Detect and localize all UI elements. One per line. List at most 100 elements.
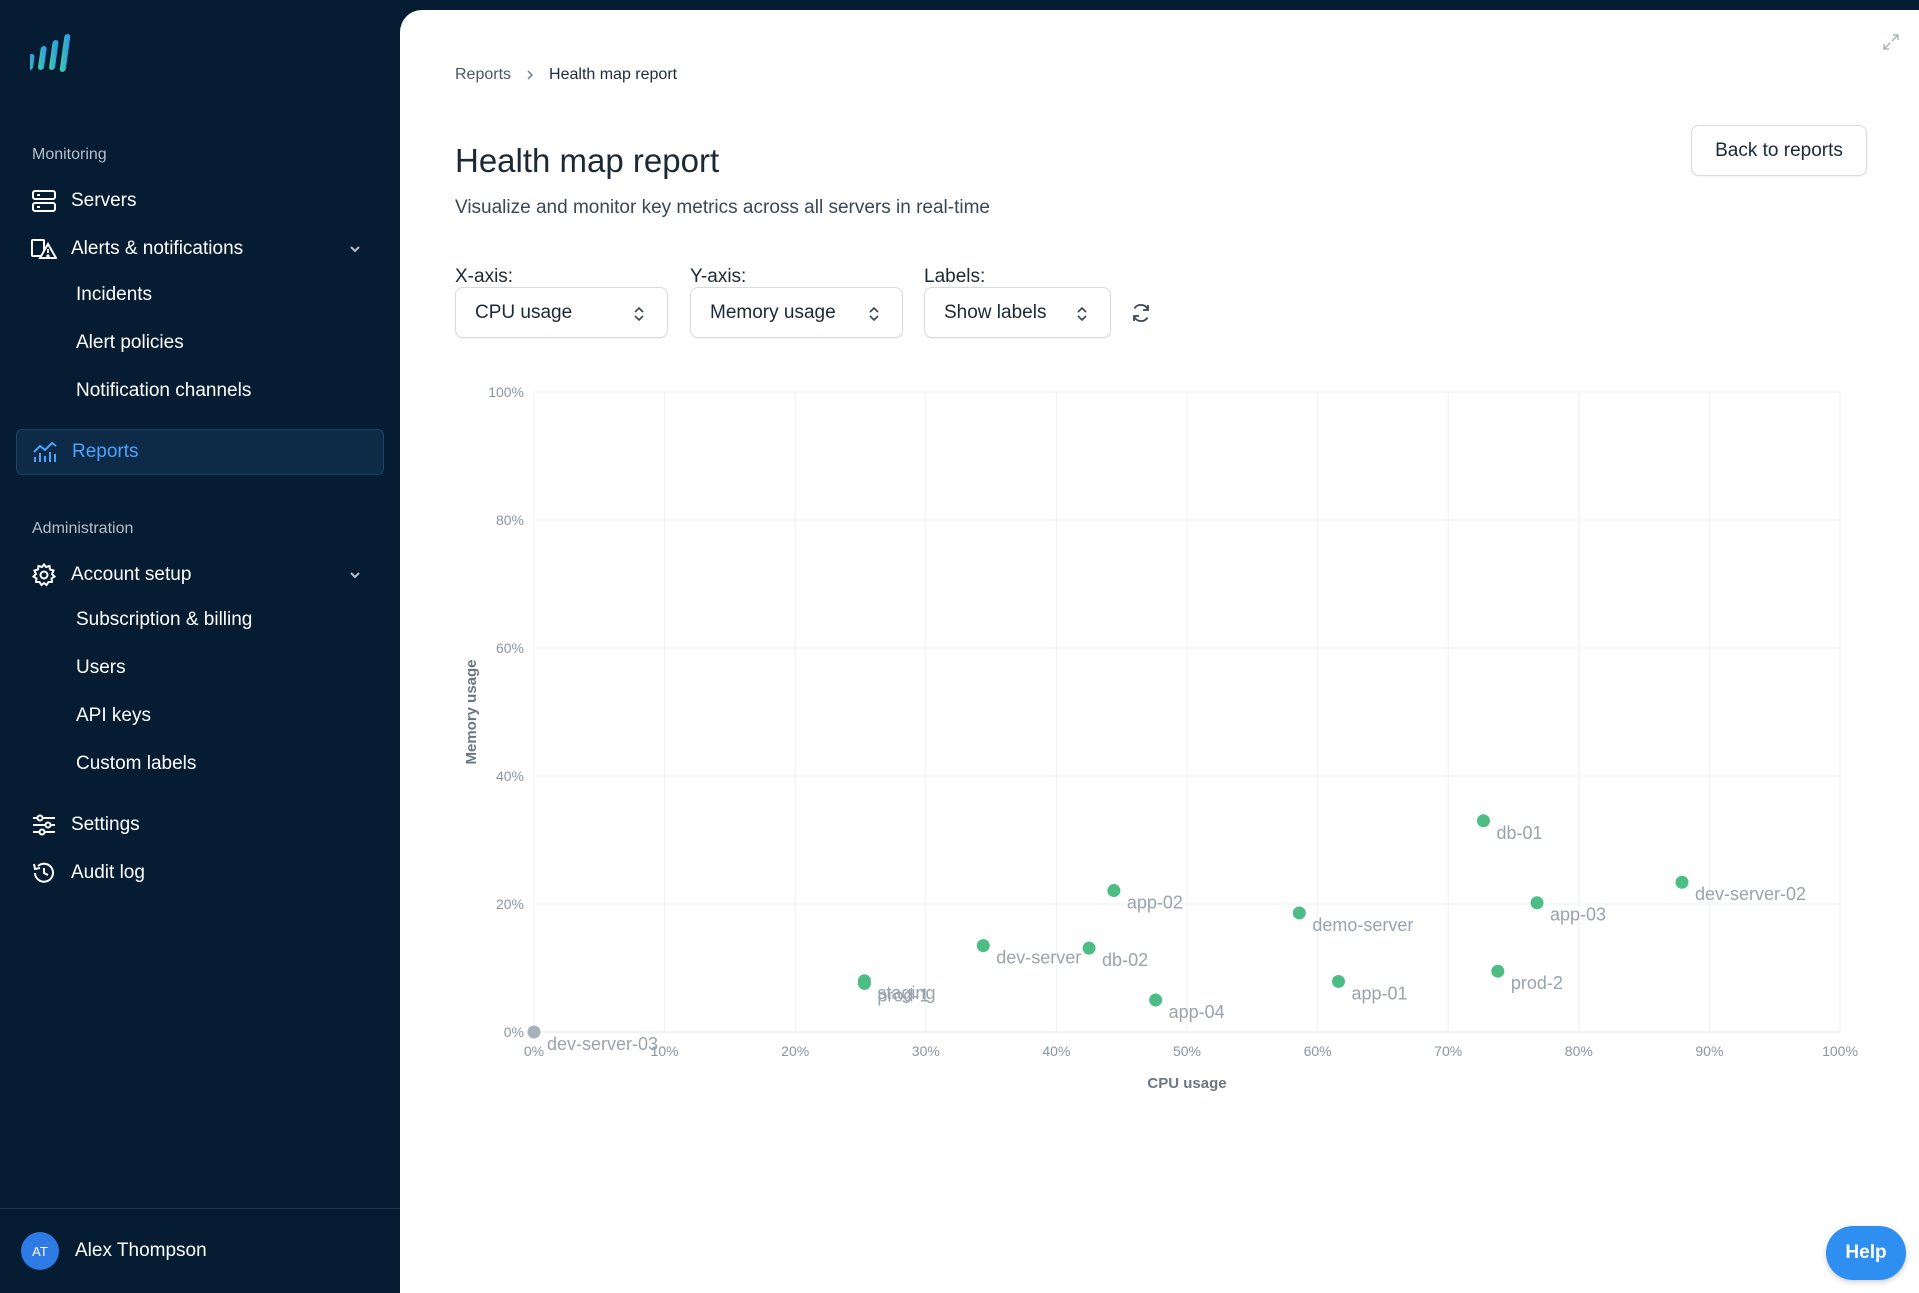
chevron-updown-icon bbox=[1077, 306, 1087, 322]
sidebar-item-reports[interactable]: Reports bbox=[16, 429, 384, 475]
sliders-icon bbox=[31, 812, 57, 838]
sidebar-item-servers[interactable]: Servers bbox=[16, 178, 384, 224]
x-tick-label: 100% bbox=[1822, 1043, 1858, 1059]
scatter-point bbox=[1675, 875, 1689, 889]
alert-icon bbox=[31, 236, 57, 262]
avatar: AT bbox=[21, 1232, 59, 1270]
point-label: demo-server bbox=[1312, 915, 1413, 935]
point-label: db-01 bbox=[1496, 823, 1542, 843]
app-logo-icon[interactable] bbox=[30, 32, 76, 76]
sidebar-item-account-setup[interactable]: Account setup bbox=[16, 552, 384, 598]
sidebar-item-audit-log[interactable]: Audit log bbox=[16, 850, 384, 896]
breadcrumb: Reports Health map report bbox=[455, 66, 677, 84]
chevron-right-icon bbox=[527, 70, 534, 80]
y-axis-select-value: Memory usage bbox=[710, 301, 836, 323]
x-axis-label: X-axis: bbox=[455, 266, 514, 287]
scatter-point bbox=[1491, 964, 1505, 978]
sidebar-item-subscription-billing[interactable]: Subscription & billing bbox=[76, 609, 253, 630]
point-label: dev-server-03 bbox=[547, 1034, 658, 1054]
sidebar-item-alert-policies[interactable]: Alert policies bbox=[76, 332, 184, 353]
scatter-point bbox=[1107, 884, 1121, 898]
y-tick-label: 100% bbox=[488, 384, 524, 400]
labels-select-value: Show labels bbox=[944, 301, 1047, 323]
scatter-point bbox=[1530, 896, 1544, 910]
scatter-point bbox=[1476, 814, 1490, 828]
y-tick-label: 80% bbox=[496, 512, 524, 528]
scatter-point bbox=[857, 976, 871, 990]
point-label: dev-server bbox=[996, 948, 1081, 968]
x-axis-title: CPU usage bbox=[1147, 1075, 1226, 1092]
point-label: staging bbox=[877, 983, 935, 1003]
x-tick-label: 20% bbox=[781, 1043, 809, 1059]
scatter-point bbox=[1082, 941, 1096, 955]
history-icon bbox=[31, 860, 57, 886]
point-label: app-03 bbox=[1550, 905, 1606, 925]
main-panel: Reports Health map report Health map rep… bbox=[400, 10, 1919, 1293]
health-map-scatter-chart: 0% 10% 20% 30% 40% 50% 60% 70% 80% 90% 100% 0% 20% 40… bbox=[463, 384, 1858, 1092]
scatter-point bbox=[1149, 993, 1163, 1007]
x-tick-label: 80% bbox=[1565, 1043, 1593, 1059]
y-axis-title: Memory usage bbox=[463, 659, 480, 764]
y-tick-label: 40% bbox=[496, 768, 524, 784]
breadcrumb-current: Health map report bbox=[549, 66, 678, 83]
x-tick-label: 10% bbox=[651, 1043, 679, 1059]
x-tick-label: 40% bbox=[1042, 1043, 1070, 1059]
server-icon bbox=[31, 188, 57, 214]
x-tick-label: 60% bbox=[1304, 1043, 1332, 1059]
sidebar-item-incidents[interactable]: Incidents bbox=[76, 284, 153, 305]
back-to-reports-button[interactable]: Back to reports bbox=[1691, 125, 1867, 176]
x-tick-label: 50% bbox=[1173, 1043, 1201, 1059]
point-label: prod-2 bbox=[1511, 973, 1563, 993]
sidebar: Monitoring Servers Alerts & notification… bbox=[0, 0, 400, 1293]
labels-label: Labels: bbox=[924, 266, 986, 287]
labels-select[interactable]: Show labels bbox=[924, 287, 1111, 338]
page-title: Health map report bbox=[455, 142, 720, 179]
scatter-point bbox=[1292, 906, 1306, 920]
x-axis-select[interactable]: CPU usage bbox=[455, 287, 668, 338]
sidebar-item-label: Reports bbox=[72, 441, 139, 462]
page-subtitle: Visualize and monitor key metrics across… bbox=[455, 197, 990, 218]
sidebar-item-label: Alerts & notifications bbox=[71, 238, 244, 259]
sidebar-item-label: Servers bbox=[71, 190, 137, 211]
refresh-icon[interactable] bbox=[1129, 301, 1153, 325]
sidebar-item-alerts[interactable]: Alerts & notifications bbox=[16, 226, 384, 272]
point-label: app-02 bbox=[1127, 893, 1183, 913]
scatter-point bbox=[976, 939, 990, 953]
point-label: app-01 bbox=[1351, 983, 1407, 1003]
sidebar-item-label: Settings bbox=[71, 814, 140, 835]
sidebar-item-api-keys[interactable]: API keys bbox=[76, 705, 151, 726]
sidebar-item-settings[interactable]: Settings bbox=[16, 802, 384, 848]
reports-chart-icon bbox=[32, 439, 58, 465]
chevron-updown-icon bbox=[869, 306, 879, 322]
y-axis-select[interactable]: Memory usage bbox=[690, 287, 903, 338]
scatter-point bbox=[527, 1025, 541, 1039]
chevron-down-icon[interactable] bbox=[346, 240, 364, 258]
monitoring-section-label: Monitoring bbox=[32, 146, 107, 163]
y-tick-label: 0% bbox=[504, 1024, 524, 1040]
user-profile[interactable]: AT Alex Thompson bbox=[0, 1208, 400, 1293]
gear-icon bbox=[31, 562, 57, 588]
scatter-point bbox=[1331, 974, 1345, 988]
help-button[interactable]: Help bbox=[1826, 1226, 1906, 1280]
breadcrumb-reports-link[interactable]: Reports bbox=[455, 66, 512, 83]
y-axis-label: Y-axis: bbox=[690, 266, 747, 287]
point-label: app-04 bbox=[1169, 1002, 1225, 1022]
x-tick-label: 0% bbox=[524, 1043, 544, 1059]
x-axis-select-value: CPU usage bbox=[475, 301, 573, 323]
y-tick-label: 60% bbox=[496, 640, 524, 656]
sidebar-item-label: Audit log bbox=[71, 862, 145, 883]
point-label: db-02 bbox=[1102, 950, 1148, 970]
x-tick-label: 30% bbox=[912, 1043, 940, 1059]
administration-section-label: Administration bbox=[32, 520, 134, 537]
expand-icon[interactable] bbox=[1881, 32, 1901, 52]
point-label: dev-server-02 bbox=[1695, 884, 1806, 904]
user-name: Alex Thompson bbox=[75, 1240, 207, 1261]
sidebar-item-label: Account setup bbox=[71, 564, 192, 585]
point-label: prod-1 bbox=[877, 985, 929, 1005]
sidebar-item-notification-channels[interactable]: Notification channels bbox=[76, 380, 252, 401]
chevron-down-icon[interactable] bbox=[346, 566, 364, 584]
sidebar-item-users[interactable]: Users bbox=[76, 657, 126, 678]
sidebar-item-custom-labels[interactable]: Custom labels bbox=[76, 753, 197, 774]
x-tick-label: 90% bbox=[1695, 1043, 1723, 1059]
y-tick-label: 20% bbox=[496, 896, 524, 912]
